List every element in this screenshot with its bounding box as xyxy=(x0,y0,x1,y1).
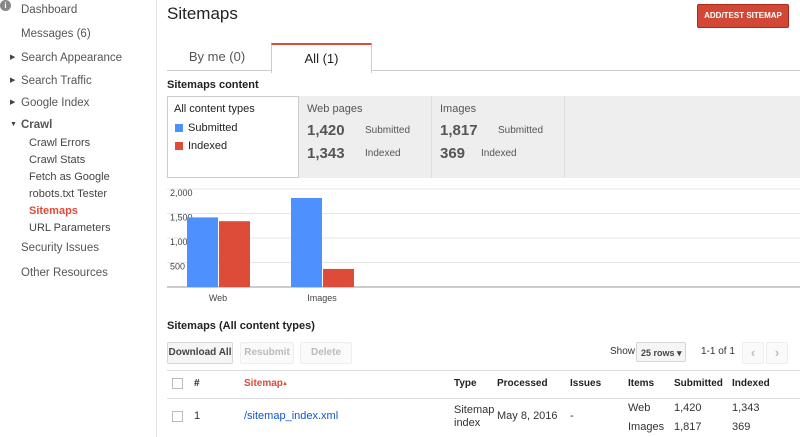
indexed-label: Indexed xyxy=(365,148,401,159)
resubmit-button[interactable]: Resubmit xyxy=(240,342,294,364)
bar xyxy=(219,221,250,287)
item-indexed: 1,343 xyxy=(732,402,760,414)
sidebar: Dashboard Messages (6) Search Appearance ▶ i… xyxy=(0,0,157,437)
info-icon: i xyxy=(0,0,11,11)
nav-arrow: ▼ xyxy=(10,121,17,128)
submitted-label: Submitted xyxy=(498,125,544,136)
column-header: Items xyxy=(628,378,655,389)
nav-item[interactable]: robots.txt Tester xyxy=(29,188,108,200)
nav-item[interactable]: Security Issues xyxy=(21,242,99,254)
column-header[interactable]: Sitemap xyxy=(244,378,283,389)
row-issues: - xyxy=(570,410,574,422)
table-border xyxy=(167,398,800,399)
submitted-count: 1,817 xyxy=(440,122,478,139)
column-header: Submitted xyxy=(674,378,723,389)
submitted-label: Submitted xyxy=(365,125,411,136)
column-header: Processed xyxy=(497,378,548,389)
nav-item[interactable]: Google Index xyxy=(21,97,90,109)
panel-title: Images xyxy=(440,103,477,115)
sitemap-link[interactable]: /sitemap_index.xml xyxy=(244,410,339,422)
legend-swatch xyxy=(175,124,183,132)
show-label: Show xyxy=(610,346,636,357)
tab-active[interactable]: All (1) xyxy=(271,43,372,73)
nav-item[interactable]: Dashboard xyxy=(21,4,78,16)
panel xyxy=(432,96,565,178)
tab[interactable]: By me (0) xyxy=(188,49,246,64)
row-index: 1 xyxy=(194,410,201,422)
row-checkbox[interactable] xyxy=(172,411,183,422)
page-title: Sitemaps xyxy=(167,4,238,23)
nav-arrow: ▶ xyxy=(10,54,16,61)
bar xyxy=(291,197,322,287)
sort-arrow: ▲ xyxy=(282,381,288,387)
nav-item[interactable]: Fetch as Google xyxy=(29,171,110,183)
nav-item[interactable]: Crawl xyxy=(21,119,53,131)
indexed-count: 1,343 xyxy=(307,145,345,162)
item-name: Images xyxy=(628,421,665,433)
x-tick-label: Images xyxy=(307,293,337,303)
nav-arrow: ▶ xyxy=(10,77,16,84)
table-border xyxy=(167,370,800,371)
indexed-count: 369 xyxy=(440,145,466,162)
chart: 500 1,000 1,500 2,000 Web Images xyxy=(167,188,800,303)
x-tick-label: Web xyxy=(209,293,227,303)
item-submitted: 1,817 xyxy=(674,421,702,433)
nav-item[interactable]: Crawl Stats xyxy=(29,154,86,166)
nav-item[interactable]: URL Parameters xyxy=(29,222,111,234)
panel xyxy=(299,96,432,178)
prev-button[interactable]: ‹ xyxy=(742,342,764,364)
legend-label: Submitted xyxy=(188,122,238,134)
panel-empty xyxy=(565,96,800,178)
bar xyxy=(323,268,354,287)
y-tick-label: 500 xyxy=(170,262,185,272)
column-header: Indexed xyxy=(732,378,770,389)
rows-select[interactable]: 25 rows ▾ xyxy=(636,342,686,362)
row-type: Sitemap index xyxy=(454,404,495,429)
download-button[interactable]: Download All xyxy=(167,342,233,364)
delete-button[interactable]: Delete xyxy=(300,342,352,364)
bar xyxy=(187,217,218,287)
item-submitted: 1,420 xyxy=(674,402,702,414)
column-header: # xyxy=(194,378,200,389)
nav-arrow: ▶ xyxy=(10,99,16,106)
tab-label: All (1) xyxy=(304,51,339,66)
nav-item[interactable]: Crawl Errors xyxy=(29,137,91,149)
y-tick-label: 1,000 xyxy=(170,237,193,247)
add-sitemap-button[interactable]: ADD/TEST SITEMAP xyxy=(697,4,789,28)
indexed-label: Indexed xyxy=(481,148,517,159)
y-tick-label: 2,000 xyxy=(170,188,193,198)
panel-title: Web pages xyxy=(307,103,363,115)
filter-label: All content types xyxy=(174,103,255,115)
row-processed: May 8, 2016 xyxy=(497,410,558,422)
y-tick-label: 1,500 xyxy=(170,213,193,223)
next-button[interactable]: › xyxy=(766,342,788,364)
column-header: Issues xyxy=(570,378,602,389)
tab-divider xyxy=(167,70,800,71)
legend-label: Indexed xyxy=(188,140,228,152)
nav-item[interactable]: Messages (6) xyxy=(21,28,91,40)
pagination: 1-1 of 1 xyxy=(701,346,735,357)
filter-cell[interactable] xyxy=(167,96,299,178)
table-heading: Sitemaps (All content types) xyxy=(167,320,315,332)
select-all-checkbox[interactable] xyxy=(172,378,183,389)
rows-select-label: 25 rows xyxy=(641,348,675,358)
column-header: Type xyxy=(454,378,477,389)
section-heading: Sitemaps content xyxy=(167,79,259,91)
submitted-count: 1,420 xyxy=(307,122,345,139)
nav-item[interactable]: Search Traffic xyxy=(21,75,92,87)
item-name: Web xyxy=(628,402,651,414)
nav-item[interactable]: Search Appearance xyxy=(21,52,123,64)
legend-swatch xyxy=(175,142,183,150)
nav-item[interactable]: Sitemaps xyxy=(29,205,78,217)
item-indexed: 369 xyxy=(732,421,751,433)
nav-item[interactable]: Other Resources xyxy=(21,267,108,279)
